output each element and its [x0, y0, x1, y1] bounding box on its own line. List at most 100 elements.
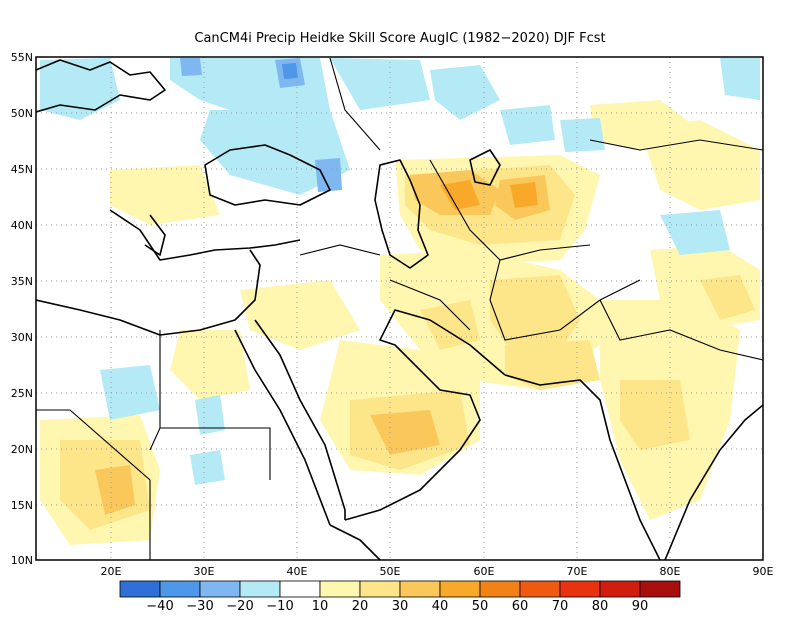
shade-india-20: [620, 380, 690, 450]
map-panel: [36, 57, 763, 560]
shade-uzbek-40: [510, 182, 538, 208]
border-syria: [299, 244, 381, 256]
border-afghan: [489, 259, 641, 341]
lat-label: 30N: [11, 331, 33, 344]
border-sudan: [149, 427, 271, 480]
lon-label: 90E: [753, 565, 774, 578]
border-china-north: [589, 139, 763, 151]
borders: [36, 57, 763, 560]
lon-label: 30E: [194, 565, 215, 578]
shade-balkhash-neg: [560, 118, 605, 152]
colorbar-label: −10: [266, 599, 293, 614]
map-title: CanCM4i Precip Heidke Skill Score AugIC …: [194, 31, 605, 46]
coast-aral-sea: [469, 149, 501, 186]
colorbar-label: 50: [472, 599, 489, 614]
shade-volga-neg: [330, 58, 430, 110]
shade-balkans-light: [110, 165, 220, 225]
colorbar-swatch: [639, 580, 681, 598]
coast-turkey: [109, 209, 301, 261]
shade-zagros-20: [420, 300, 480, 350]
shade-darfur-neg: [190, 450, 225, 485]
coast-india-east: [664, 404, 763, 560]
colorbar-swatch: [159, 580, 201, 598]
colorbar-label: 90: [632, 599, 649, 614]
colorbar-label: 20: [352, 599, 369, 614]
lat-label: 15N: [11, 499, 33, 512]
map-frame: [35, 56, 764, 561]
colorbar-swatch: [279, 580, 321, 598]
colorbar-label: 40: [432, 599, 449, 614]
coast-north-africa: [36, 249, 261, 336]
colorbar-label: 60: [512, 599, 529, 614]
shade-belarus-neg2: [180, 58, 202, 76]
shade-libya-neg: [100, 365, 160, 420]
shade-sudan-neg: [195, 395, 225, 435]
colorbar-label: −20: [226, 599, 253, 614]
border-russia-kaz: [329, 57, 381, 151]
lon-label: 50E: [380, 565, 401, 578]
colorbar-label: 10: [312, 599, 329, 614]
shade-ural-neg: [430, 65, 500, 120]
lat-label: 45N: [11, 163, 33, 176]
lat-label: 10N: [11, 554, 33, 567]
border-iran-iraq: [389, 279, 471, 331]
coast-red-sea-east: [254, 319, 346, 520]
coast-arabia: [344, 309, 506, 521]
lat-label: 55N: [11, 51, 33, 64]
lat-label: 25N: [11, 387, 33, 400]
colorbar-label: −40: [146, 599, 173, 614]
colorbar-swatch: [439, 580, 481, 598]
shade-levant-light: [240, 280, 360, 350]
colorbar-swatch: [399, 580, 441, 598]
colorbar-swatch: [239, 580, 281, 598]
colorbar-swatch: [319, 580, 361, 598]
lon-labels: 20E 30E 40E 50E 60E 70E 80E 90E: [101, 565, 774, 578]
border-chad: [36, 409, 151, 560]
coast-black-sea: [204, 144, 331, 206]
shade-aral-40: [440, 180, 480, 210]
shade-rub-al-khali-30: [370, 410, 440, 455]
colorbar-swatch: [119, 580, 161, 598]
shade-kazakh-neg: [500, 105, 555, 145]
coast-india-west: [504, 374, 661, 560]
colorbar-swatch: [559, 580, 601, 598]
lon-label: 70E: [567, 565, 588, 578]
colorbar-swatch: [519, 580, 561, 598]
shade-egypt-light: [170, 330, 250, 400]
colorbar: −40 −30 −20 −10 10 20 30 40 50 60 70 80 90: [119, 580, 681, 614]
lat-label: 20N: [11, 443, 33, 456]
colorbar-swatch: [479, 580, 521, 598]
shade-altai-neg: [720, 58, 760, 100]
graticule: [36, 57, 763, 560]
colorbar-label: 30: [392, 599, 409, 614]
lon-label: 80E: [660, 565, 681, 578]
colorbar-swatch: [199, 580, 241, 598]
coast-red-sea-west: [234, 329, 331, 526]
colorbar-swatch: [359, 580, 401, 598]
coast-greece: [144, 214, 166, 256]
shade-tarim-neg: [660, 210, 730, 255]
colorbar-label: −30: [186, 599, 213, 614]
coast-horn: [329, 524, 381, 560]
colorbar-label: 70: [552, 599, 569, 614]
colorbar-label: 80: [592, 599, 609, 614]
border-himalaya: [599, 299, 763, 361]
lon-label: 60E: [474, 565, 495, 578]
shade-kazakh-east-light: [590, 100, 700, 150]
coast-caspian-sea: [374, 159, 429, 269]
shade-afghan-20: [490, 275, 580, 350]
coastlines: [36, 59, 763, 560]
shade-moscow-neg3: [282, 63, 298, 79]
lat-labels: 55N 50N 45N 40N 35N 30N 25N 20N 15N 10N: [11, 51, 33, 567]
coast-baltic: [36, 59, 166, 113]
lon-label: 40E: [287, 565, 308, 578]
colorbar-swatch: [599, 580, 641, 598]
shade-pakistan-20: [505, 340, 600, 390]
lon-label: 20E: [101, 565, 122, 578]
shade-caucasus-neg2: [315, 158, 342, 192]
shade-ukraine-neg: [200, 110, 350, 195]
shade-chad-30: [95, 465, 135, 515]
shade-himalaya-20: [700, 275, 755, 320]
lat-label: 35N: [11, 275, 33, 288]
